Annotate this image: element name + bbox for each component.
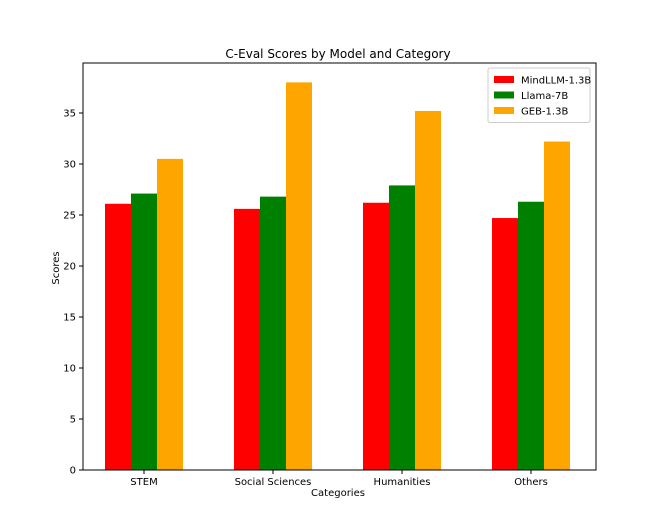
x-axis-label: Categories: [311, 488, 365, 499]
y-tick-label: 30: [63, 159, 76, 170]
bar-llama-7b-others: [518, 201, 544, 471]
bar-mindllm-1-3b-others: [492, 218, 518, 470]
x-tick-label: STEM: [130, 477, 157, 488]
bar-llama-7b-stem: [131, 193, 157, 471]
plot-area-frame: [82, 62, 597, 471]
bar-geb-1-3b-social-sciences: [286, 82, 312, 470]
bars-layer: [105, 82, 570, 471]
y-tick-label: 0: [70, 466, 76, 477]
y-axis: 0 5 10 15 20 25 30 35: [63, 108, 83, 477]
legend-swatch: [494, 91, 514, 99]
y-tick-label: 25: [63, 210, 76, 221]
bar-mindllm-1-3b-stem: [105, 203, 131, 471]
bar-llama-7b-social-sciences: [260, 196, 286, 470]
bar-geb-1-3b-stem: [157, 158, 183, 470]
legend-entry-label: MindLLM-1.3B: [521, 76, 591, 87]
bar-mindllm-1-3b-social-sciences: [234, 208, 260, 470]
y-tick-label: 15: [63, 312, 76, 323]
legend-entry-label: GEB-1.3B: [521, 107, 568, 118]
bar-geb-1-3b-humanities: [415, 110, 441, 470]
bar-llama-7b-humanities: [389, 185, 415, 471]
y-tick-label: 20: [63, 261, 76, 272]
legend: MindLLM-1.3B Llama-7B GEB-1.3B: [487, 67, 591, 123]
y-axis-label: Scores: [51, 251, 62, 284]
x-tick-label: Social Sciences: [235, 477, 312, 488]
y-tick-label: 10: [63, 363, 76, 374]
y-tick-label: 35: [63, 108, 76, 119]
bar-mindllm-1-3b-humanities: [363, 202, 389, 470]
legend-swatch: [494, 76, 514, 83]
legend-swatch: [494, 107, 514, 114]
x-tick-label: Humanities: [374, 477, 431, 488]
bar-geb-1-3b-others: [544, 141, 570, 470]
x-tick-label: Others: [514, 477, 548, 488]
chart-title: C-Eval Scores by Model and Category: [225, 47, 450, 61]
x-axis: STEM Social Sciences Humanities Others: [130, 470, 548, 488]
y-tick-label: 5: [70, 414, 76, 425]
legend-entry-label: Llama-7B: [521, 91, 568, 102]
